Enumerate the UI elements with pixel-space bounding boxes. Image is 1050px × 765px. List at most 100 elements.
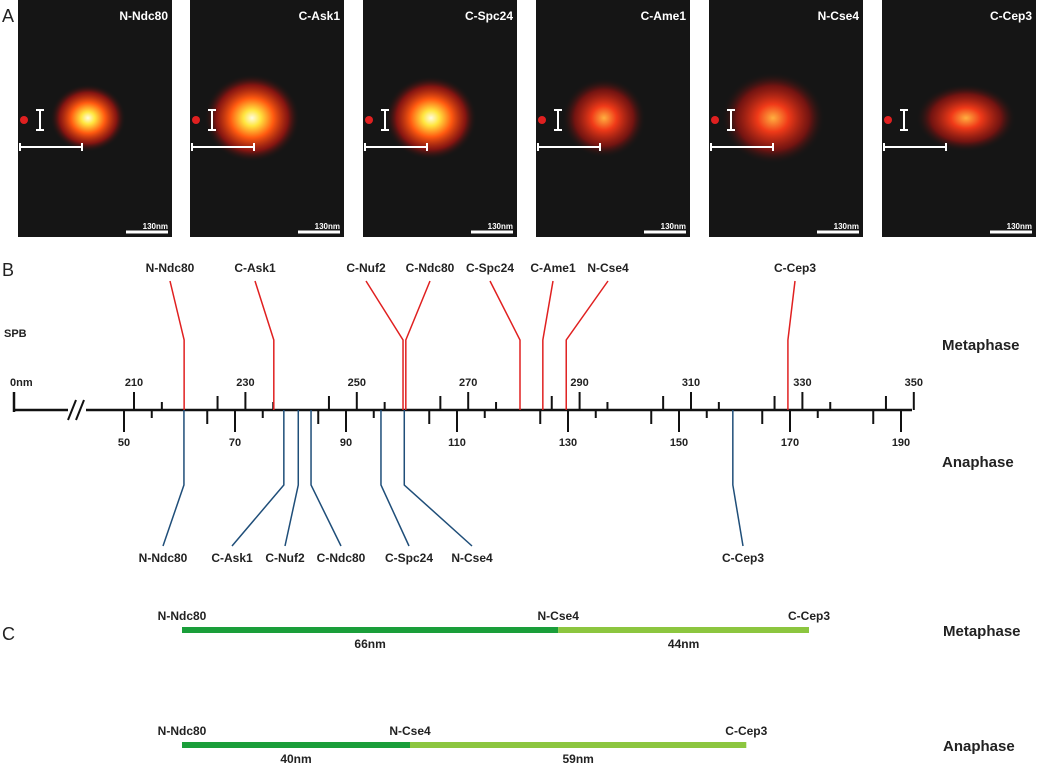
tick-label: 170	[781, 437, 799, 449]
segment-label: 66nm	[354, 637, 385, 651]
marker-line	[403, 410, 473, 547]
segment-label: 59nm	[562, 752, 593, 765]
image-label: C-Cep3	[990, 9, 1032, 23]
distance-segment	[182, 742, 410, 748]
error-bar	[554, 109, 562, 131]
distance-bar	[537, 143, 601, 151]
marker-label: C-Cep3	[774, 261, 816, 275]
distance-segment	[558, 627, 809, 633]
point-label: N-Cse4	[389, 724, 431, 738]
fluorescence-spot	[721, 72, 825, 164]
marker-line	[732, 410, 744, 547]
tick-label: 250	[348, 377, 366, 389]
marker-line	[787, 280, 796, 410]
marker-line	[284, 410, 300, 547]
marker-label: C-Spc24	[385, 551, 433, 565]
point-label: C-Cep3	[788, 609, 830, 623]
error-bar	[727, 109, 735, 131]
error-bar	[208, 109, 216, 131]
image-label: C-Spc24	[465, 9, 513, 23]
marker-label: C-Ndc80	[317, 551, 366, 565]
tick-label: 130	[559, 437, 577, 449]
error-bar	[36, 109, 44, 131]
distance-bar	[364, 143, 428, 151]
spb-dot	[711, 116, 719, 124]
point-label: N-Ndc80	[158, 609, 207, 623]
error-bar	[900, 109, 908, 131]
axis-break	[75, 399, 85, 421]
marker-label: C-Ask1	[234, 261, 276, 275]
marker-line	[231, 410, 285, 547]
point-label: C-Cep3	[725, 724, 767, 738]
phase-label: Metaphase	[943, 623, 1021, 640]
spb-dot	[365, 116, 373, 124]
marker-label: C-Cep3	[722, 551, 764, 565]
marker-label: C-Ndc80	[406, 261, 455, 275]
marker-line	[169, 280, 185, 410]
marker-line	[310, 410, 342, 547]
tick-label: 50	[118, 437, 130, 449]
tick-label: 150	[670, 437, 688, 449]
distance-segment	[410, 742, 747, 748]
axis-break	[67, 399, 77, 421]
tick-label: 310	[682, 377, 700, 389]
marker-line	[365, 280, 404, 410]
spb-dot	[192, 116, 200, 124]
marker-line	[380, 410, 410, 547]
marker-label: N-Cse4	[451, 551, 493, 565]
tick-label: 330	[793, 377, 811, 389]
spb-dot	[884, 116, 892, 124]
tick-label: 70	[229, 437, 241, 449]
tick-label: 190	[892, 437, 910, 449]
marker-line	[162, 410, 185, 547]
segment-label: 40nm	[280, 752, 311, 765]
error-bar	[381, 109, 389, 131]
marker-line	[489, 280, 521, 410]
tick-label: 350	[905, 377, 923, 389]
tick-label: 110	[448, 437, 466, 449]
fluorescence-spot	[916, 84, 1016, 152]
point-label: N-Cse4	[538, 609, 580, 623]
point-label: N-Ndc80	[158, 724, 207, 738]
panel-label: A	[2, 6, 14, 26]
panel-label: B	[2, 260, 14, 280]
scale-bar-label: 130nm	[1007, 222, 1032, 231]
distance-bar	[883, 143, 947, 151]
scale-bar-label: 130nm	[661, 222, 686, 231]
image-label: N-Cse4	[818, 9, 860, 23]
distance-bar	[710, 143, 774, 151]
fluorescence-spot	[562, 78, 646, 158]
phase-label: Anaphase	[943, 738, 1015, 755]
marker-line	[565, 280, 609, 410]
phase-label: Anaphase	[942, 454, 1014, 471]
tick-label: 270	[459, 377, 477, 389]
image-label: C-Ame1	[641, 9, 687, 23]
marker-label: C-Spc24	[466, 261, 514, 275]
fluorescence-spot	[50, 84, 126, 152]
distance-segment	[182, 627, 559, 633]
marker-line	[254, 280, 275, 410]
distance-bar	[191, 143, 255, 151]
marker-label: N-Ndc80	[139, 551, 188, 565]
marker-label: N-Cse4	[587, 261, 629, 275]
fluorescence-spot	[385, 76, 477, 160]
marker-label: C-Ask1	[211, 551, 253, 565]
tick-label: 210	[125, 377, 143, 389]
axis-start-label: 0nm	[10, 377, 33, 389]
spb-dot	[538, 116, 546, 124]
scale-bar-label: 130nm	[834, 222, 859, 231]
marker-label: N-Ndc80	[146, 261, 195, 275]
tick-label: 290	[570, 377, 588, 389]
tick-label: 90	[340, 437, 352, 449]
scale-bar-label: 130nm	[315, 222, 340, 231]
marker-label: C-Ame1	[530, 261, 576, 275]
tick-label: 230	[236, 377, 254, 389]
marker-label: C-Nuf2	[346, 261, 386, 275]
image-label: N-Ndc80	[119, 9, 168, 23]
marker-line	[542, 280, 554, 410]
distance-bar	[19, 143, 83, 151]
fluorescence-spot	[204, 74, 300, 162]
spb-label: SPB	[4, 328, 27, 340]
panel-label: C	[2, 624, 15, 644]
